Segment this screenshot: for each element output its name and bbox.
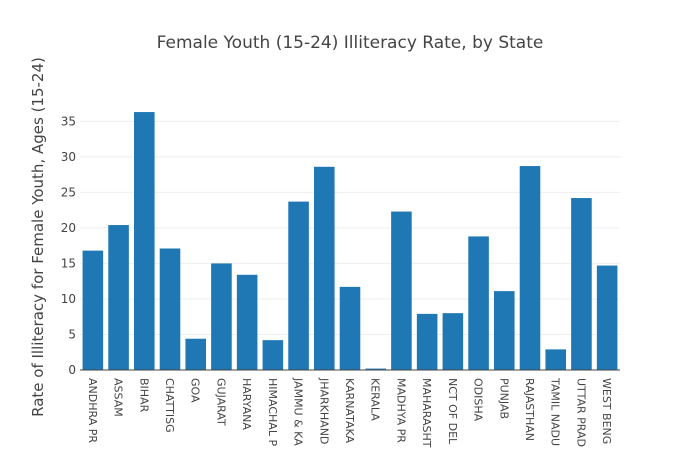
x-axis-ticks: ANDHRA PR ASSAM BIHAR CHATTISG GOA GUJARAT HAR… — [86, 377, 613, 448]
bar[interactable] — [468, 236, 489, 370]
x-tick-label: CHATTISG — [163, 378, 176, 433]
x-tick-label: TAMIL NADU — [549, 377, 562, 446]
chart-title: Female Youth (15-24) Illiteracy Rate, by… — [156, 33, 544, 53]
bar[interactable] — [596, 265, 618, 370]
bar[interactable] — [288, 201, 309, 370]
bar[interactable] — [519, 166, 541, 370]
bar[interactable] — [108, 225, 129, 370]
bar[interactable] — [365, 368, 386, 370]
y-tick-label: 35 — [61, 114, 76, 128]
x-tick-label: ODISHA — [472, 378, 485, 422]
bar[interactable] — [82, 250, 104, 370]
bar[interactable] — [494, 291, 515, 370]
x-tick-label: KARNATAKA — [343, 378, 356, 443]
x-tick-label: MADHYA PR — [394, 378, 407, 443]
x-tick-label: WEST BENG — [600, 378, 613, 444]
bar[interactable] — [185, 338, 206, 370]
bar[interactable] — [391, 211, 412, 370]
x-tick-label: NCT OF DEL — [446, 378, 459, 445]
bar[interactable] — [159, 248, 181, 371]
bar[interactable] — [134, 112, 155, 370]
bar[interactable] — [339, 286, 361, 370]
y-tick-label: 30 — [61, 150, 76, 164]
y-tick-label: 0 — [68, 363, 76, 377]
x-tick-label: HARYANA — [240, 378, 253, 430]
bar[interactable] — [262, 340, 284, 370]
x-tick-label: KERALA — [369, 378, 382, 421]
y-tick-label: 15 — [61, 256, 76, 270]
x-tick-label: JAMMU & KA — [292, 377, 305, 446]
x-tick-label: PUNJAB — [497, 378, 510, 419]
x-tick-label: ASSAM — [112, 378, 125, 417]
x-tick-label: GUJARAT — [214, 378, 227, 426]
x-tick-label: UTTAR PRAD — [574, 378, 587, 447]
bar[interactable] — [545, 349, 566, 370]
bar[interactable] — [236, 274, 258, 370]
y-axis-ticks: 0 5 10 15 20 25 30 35 — [61, 114, 76, 377]
x-tick-label: ANDHRA PR — [86, 378, 99, 443]
bar[interactable] — [571, 198, 592, 370]
bar[interactable] — [314, 166, 335, 370]
x-tick-label: HIMACHAL P — [266, 378, 279, 446]
x-tick-label: BIHAR — [137, 378, 150, 413]
bar[interactable] — [416, 313, 438, 370]
bar[interactable] — [211, 263, 232, 370]
y-tick-label: 20 — [61, 221, 76, 235]
x-tick-label: GOA — [189, 378, 202, 403]
bar[interactable] — [442, 313, 464, 370]
x-tick-label: MAHARASHT — [420, 378, 433, 448]
y-tick-label: 25 — [61, 185, 76, 199]
x-tick-label: JHARKHAND — [317, 377, 330, 444]
y-tick-label: 5 — [68, 327, 76, 341]
x-tick-label: RAJASTHAN — [523, 378, 536, 441]
bars — [82, 112, 618, 371]
y-tick-label: 10 — [61, 292, 76, 306]
